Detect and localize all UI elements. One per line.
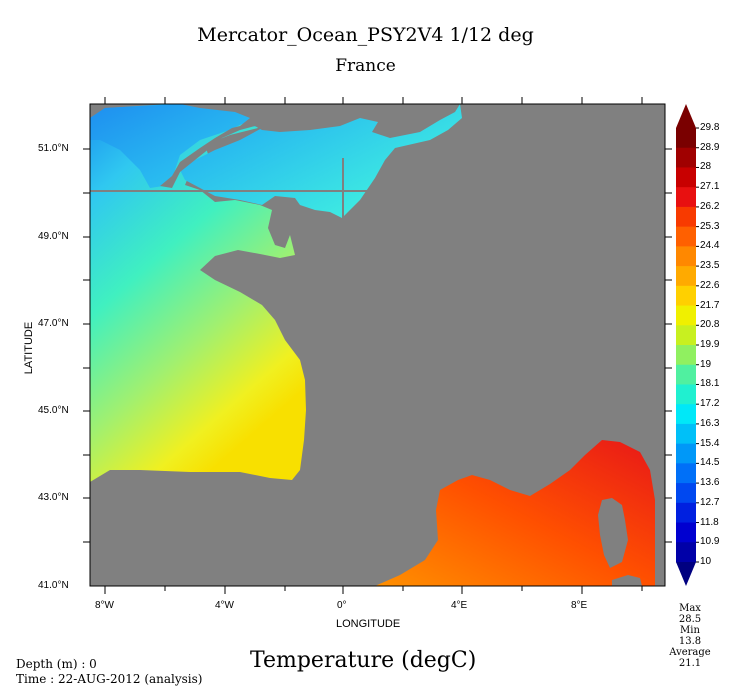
colorbar-segment [676, 364, 696, 385]
colorbar-segment [676, 463, 696, 484]
colorbar-min-arrow [676, 562, 696, 586]
colorbar-label: 20.8 [700, 319, 720, 331]
stat-max-label: Max [679, 603, 701, 614]
colorbar-max-arrow [676, 104, 696, 128]
colorbar-label: 19 [700, 358, 712, 370]
y-tick-label: 51.0°N [38, 143, 69, 154]
variable-title: Temperature (degC) [250, 648, 477, 673]
colorbar-label: 24.4 [700, 240, 720, 252]
x-ticks [104, 97, 643, 594]
map-title: Mercator_Ocean_PSY2V4 1/12 deg [197, 24, 534, 46]
colorbar-segment [676, 147, 696, 168]
colorbar-label: 29.8 [700, 122, 720, 133]
colorbar-label: 28.9 [700, 141, 720, 153]
depth-label: Depth (m) : 0 [16, 657, 97, 671]
colorbar-segment [676, 384, 696, 405]
colorbar [676, 104, 699, 586]
y-tick-label: 43.0°N [38, 492, 69, 503]
colorbar-label: 21.7 [700, 299, 720, 311]
y-tick-label: 49.0°N [38, 231, 69, 242]
stat-min-value: 13.8 [678, 636, 702, 647]
colorbar-label: 10.9 [700, 536, 720, 548]
atlantic-sea-surface [90, 104, 306, 482]
x-tick-label: 8°E [571, 600, 588, 611]
colorbar-label: 10 [700, 556, 712, 567]
colorbar-label: 16.3 [700, 417, 720, 429]
colorbar-segment [676, 443, 696, 464]
colorbar-segment [676, 423, 696, 445]
colorbar-segment [676, 522, 696, 543]
colorbar-label: 18.1 [700, 378, 720, 390]
time-label: Time : 22-AUG-2012 (analysis) [16, 672, 203, 686]
colorbar-segment [676, 542, 696, 563]
colorbar-segment [676, 345, 696, 366]
colorbar-label: 13.6 [700, 477, 720, 489]
uk-landmass [160, 104, 460, 188]
colorbar-segment [676, 187, 696, 208]
x-tick-label: 8°W [95, 600, 114, 611]
stat-avg-value: 21.1 [678, 658, 702, 669]
colorbar-label: 23.5 [700, 260, 720, 272]
stats-panel: Max 28.5 Min 13.8 Average 21.1 [660, 603, 720, 669]
colorbar-label: 22.6 [700, 279, 720, 291]
colorbar-segment [676, 128, 696, 149]
sardinia-island [612, 575, 642, 586]
colorbar-segment [676, 226, 696, 247]
colorbar-label: 12.7 [700, 496, 720, 508]
colorbar-segment [676, 404, 696, 425]
colorbar-label: 11.8 [700, 516, 719, 528]
colorbar-label: 14.5 [700, 457, 720, 469]
plot-frame [89, 103, 666, 587]
colorbar-label: 28 [700, 161, 712, 173]
corsica-island [598, 498, 628, 568]
stat-max-value: 28.5 [678, 614, 702, 625]
stat-min-label: Min [680, 625, 700, 636]
y-axis-title: LATITUDE [23, 321, 35, 375]
colorbar-label: 25.3 [700, 220, 720, 232]
colorbar-segment [676, 483, 696, 504]
x-axis-title: LONGITUDE [336, 618, 401, 630]
x-tick-label: 4°W [215, 600, 234, 611]
colorbar-segment [676, 502, 696, 524]
colorbar-segment [676, 266, 696, 287]
colorbar-segment [676, 206, 696, 228]
stat-avg-label: Average [669, 647, 711, 658]
colorbar-label: 19.9 [700, 339, 720, 350]
x-tick-label: 0° [337, 600, 347, 611]
colorbar-label: 17.2 [700, 398, 720, 410]
y-tick-label: 41.0°N [38, 580, 69, 591]
y-tick-label: 47.0°N [38, 318, 69, 329]
colorbar-label: 27.1 [700, 181, 720, 193]
colorbar-segment [676, 285, 696, 307]
colorbar-segment [676, 167, 696, 188]
x-tick-label: 4°E [451, 600, 468, 611]
channel-sea-surface [90, 104, 462, 218]
y-ticks [83, 148, 672, 543]
colorbar-label: 15.4 [700, 437, 720, 449]
colorbar-label: 26.2 [700, 200, 720, 212]
colorbar-segment [676, 246, 696, 267]
mediterranean-sea-surface [375, 440, 655, 586]
map-subtitle: France [335, 56, 396, 76]
colorbar-segment [676, 305, 696, 326]
colorbar-segment [676, 325, 696, 346]
y-tick-label: 45.0°N [38, 405, 69, 416]
